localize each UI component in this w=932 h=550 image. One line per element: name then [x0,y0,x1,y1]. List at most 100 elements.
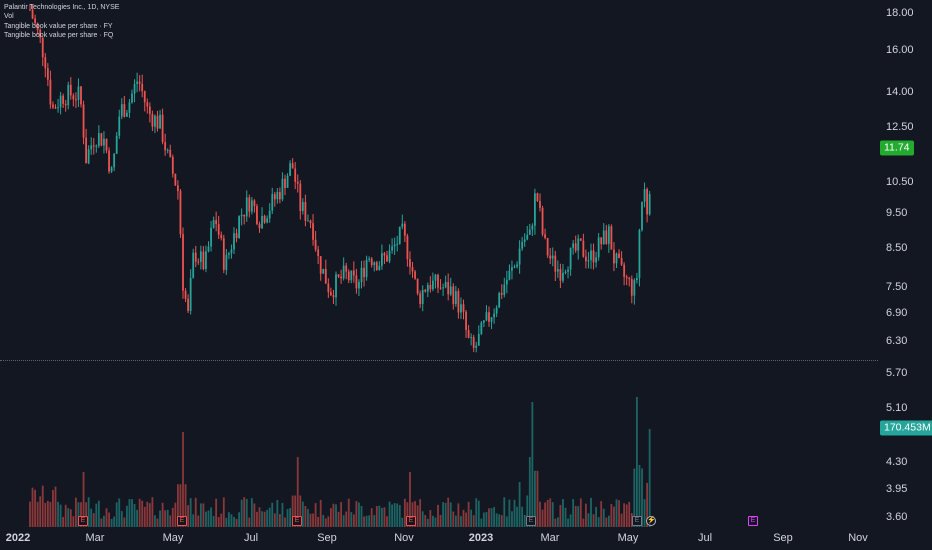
candle-body [136,81,138,84]
volume-bar [289,508,291,527]
candle-body [46,68,49,80]
candle-body [133,83,136,94]
candle-body [345,265,348,272]
candle-body [100,133,103,146]
tbv-fq-label[interactable]: Tangible book value per share · FQ [4,31,114,39]
volume-bar [220,513,223,527]
candle-body [406,235,409,260]
time-tick-label: Sep [773,532,793,544]
volume-bar [266,509,269,527]
price-axis[interactable]: 18.00 16.00 14.00 12.50 10.50 9.50 8.50 7.50 6.9… [878,0,932,527]
volume-bar [225,517,228,527]
candle-body [248,197,251,212]
candle-body [210,227,212,247]
candle-body [646,189,648,215]
candle-body [426,284,429,292]
candle-body [31,9,34,19]
candle-body [143,91,146,103]
volume-bar [261,511,263,527]
earnings-event-marker[interactable]: E [292,516,302,526]
candle-body [602,230,605,245]
candle-body [92,145,95,147]
candle-body [582,240,585,257]
candle-body [472,337,475,348]
candle-body [618,253,620,259]
volume-bar [118,498,121,527]
candle-body [85,137,87,164]
volume-bar [628,501,631,527]
volume-bar [123,517,126,527]
candle-body [378,265,381,270]
volume-bar [526,495,529,527]
volume-bar [271,502,274,527]
candle-body [156,115,159,129]
candle-body [534,193,536,226]
candle-body [171,156,174,174]
candle-body [207,246,210,252]
volume-bar [177,484,179,527]
candle-body [324,268,327,284]
tbv-fy-label[interactable]: Tangible book value per share · FY [4,22,113,30]
volume-bar [411,502,414,527]
symbol-line[interactable]: Palantir Technologies Inc., 1D, NYSE [4,4,120,11]
candle-body [625,276,628,278]
volume-bar [296,457,299,527]
candle-body [108,150,110,172]
volume-bar [419,499,422,527]
candle-body [146,102,149,107]
candle-body [531,225,534,230]
volume-bar [582,518,585,527]
candle-body [327,283,330,293]
price-chart[interactable] [0,0,878,527]
volume-tag: 170.453M [880,420,932,436]
earnings-event-marker[interactable]: E [748,516,758,526]
earnings-event-marker[interactable]: E [526,516,536,526]
candle-body [386,255,388,262]
time-tick-label: 2022 [5,532,31,544]
volume-bar [64,504,67,527]
volume-bar [462,509,465,527]
volume-bar [248,517,251,527]
volume-bar [222,497,225,527]
volume-bar [572,499,575,527]
earnings-event-marker[interactable]: E [78,516,88,526]
volume-bar [368,515,371,527]
time-axis[interactable]: 2022 Mar May Jul Sep Nov 2023 Mar May Jul Sep Nov [0,527,878,550]
earnings-event-marker[interactable]: E [177,516,187,526]
price-tick-label: 5.70 [886,367,908,379]
bolt-icon[interactable]: ⚡ [646,516,656,526]
volume-bar [613,506,615,527]
candle-body [452,286,455,305]
volume-bar [574,505,577,527]
candle-body [516,264,518,267]
volume-bar [105,508,108,527]
volume-bar [562,499,564,527]
vol-label[interactable]: Vol [4,13,14,21]
price-tick-label: 3.95 [886,483,908,495]
volume-bar [268,507,271,527]
candle-body [610,226,613,250]
volume-bar [483,512,485,527]
volume-bar [49,501,52,527]
candle-body [597,237,600,258]
candle-body [600,237,603,245]
candle-body [205,251,207,270]
candle-body [442,287,444,289]
volume-bar [531,402,534,527]
volume-bar [391,504,393,527]
volume-bar [546,499,549,527]
volume-bar [393,503,396,527]
earnings-event-marker[interactable]: E [632,516,642,526]
candle-body [554,255,557,272]
volume-bar [113,516,116,527]
earnings-event-marker[interactable]: E [406,516,416,526]
candle-body [115,135,118,154]
volume-bar [95,503,98,527]
volume-bar [577,506,580,527]
volume-bar [69,509,72,527]
candle-body [544,234,546,239]
volume-bar [189,498,192,527]
time-tick-label: Mar [85,532,105,544]
volume-bar [322,514,325,527]
volume-bar [528,457,531,527]
